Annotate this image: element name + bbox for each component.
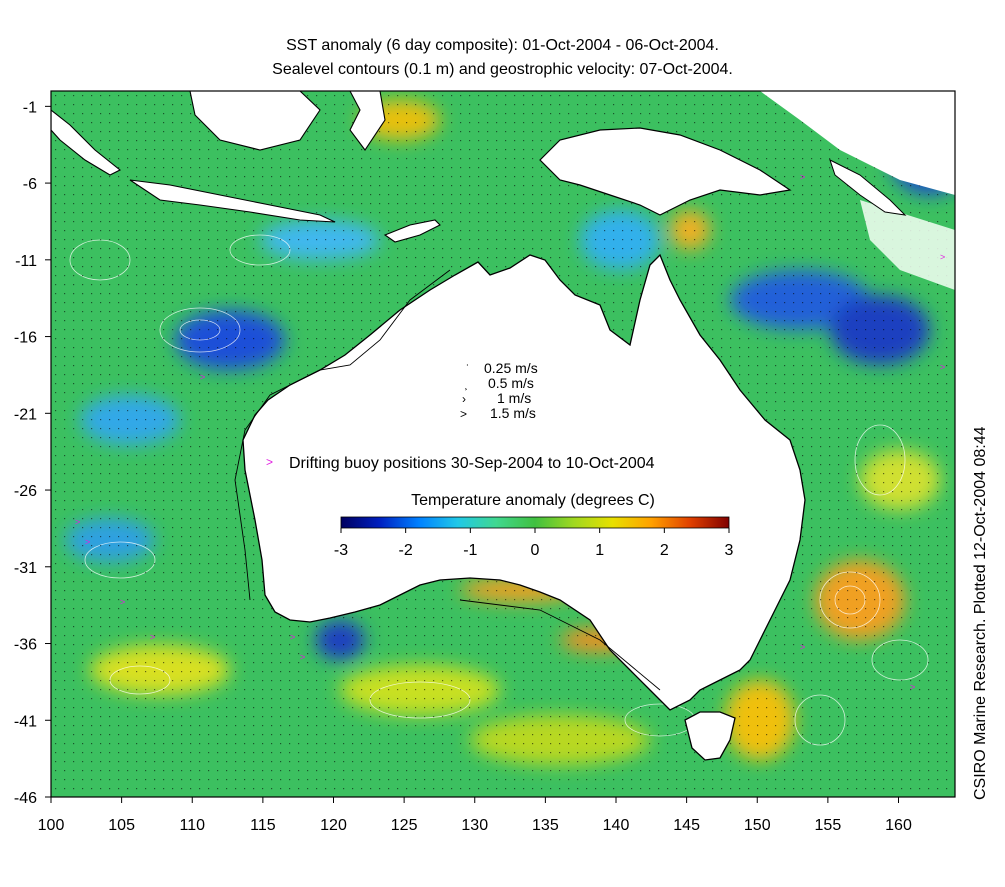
colorbar-tick-label: -3 [334,542,348,559]
colorbar-tick-label: -2 [399,542,413,559]
solomon-islands [829,159,907,216]
y-tick-label: -16 [14,330,37,347]
drifting-buoys: > > > > > > > > > > > > [75,172,945,692]
x-tick-label: 125 [391,817,418,834]
borneo [189,91,321,151]
x-tick-label: 115 [250,817,276,834]
plot-frame [50,90,956,798]
x-tick-label: 160 [885,817,912,834]
velocity-legend-label: 0.5 m/s [488,375,534,391]
buoy-marker: > [120,597,125,607]
y-tick-label: -26 [14,483,37,500]
map-title-line-2: Sealevel contours (0.1 m) and geostrophi… [272,61,733,78]
buoy-marker: > [200,372,205,382]
x-tick-label: 145 [673,817,700,834]
y-tick-label: -1 [23,99,37,116]
x-tick-label: 105 [108,817,135,834]
x-axis: 100 105 110 115 120 125 130 135 140 145 150 155 160 [38,797,912,834]
colorbar-title: Temperature anomaly (degrees C) [411,492,655,509]
y-tick-label: -36 [14,637,37,654]
colorbar-ticks: -3 -2 -1 0 1 2 3 [334,528,734,559]
colorbar-tick-label: 1 [595,542,604,559]
colorbar-tick-label: 0 [531,542,540,559]
x-tick-label: 140 [603,817,630,834]
buoy-marker: > [910,682,915,692]
map-title-line-1: SST anomaly (6 day composite): 01-Oct-20… [286,37,719,54]
colorbar-tick-label: -1 [463,542,477,559]
buoy-marker: > [290,632,295,642]
y-tick-label: -21 [14,406,37,423]
colorbar-tick-label: 3 [725,542,734,559]
x-tick-label: 110 [179,817,205,834]
velocity-legend-symbol: ˲ [464,377,468,391]
x-tick-label: 150 [744,817,771,834]
australia-landmass [242,253,806,711]
sumatra [51,109,122,176]
x-tick-label: 100 [38,817,65,834]
velocity-legend-symbol: › [462,392,466,406]
y-tick-label: -6 [23,176,37,193]
buoy-marker: > [940,362,945,372]
timor [383,219,441,243]
y-tick-label: -46 [14,790,37,807]
velocity-legend-symbol: ˙ [466,362,470,376]
sealevel-contours [69,234,929,746]
x-tick-label: 130 [461,817,488,834]
velocity-legend-label: 1 m/s [497,390,531,406]
credit-text: CSIRO Marine Research. Plotted 12-Oct-20… [972,426,989,800]
velocity-legend-symbol: > [460,407,467,421]
velocity-legend: ˙ 0.25 m/s ˲ 0.5 m/s › 1 m/s > 1.5 m/s [460,360,538,421]
x-tick-label: 120 [320,817,347,834]
sulawesi [349,91,386,151]
colorbar-scale [340,516,730,529]
no-data-region [760,91,955,195]
velocity-legend-label: 1.5 m/s [490,405,536,421]
colorbar-tick-label: 2 [660,542,669,559]
buoy-legend: > Drifting buoy positions 30-Sep-2004 to… [266,455,655,472]
buoy-marker: > [150,632,155,642]
new-guinea [539,127,792,216]
buoy-marker: > [940,252,945,262]
java [129,179,336,223]
y-tick-label: -11 [15,253,37,270]
buoy-marker: > [800,642,805,652]
buoy-marker: > [800,172,805,182]
y-tick-label: -41 [14,713,37,730]
x-tick-label: 155 [815,817,842,834]
y-axis: -1 -6 -11 -16 -21 -26 -31 -36 -41 -46 [14,99,51,807]
buoy-marker: > [300,652,305,662]
tasmania [684,711,736,761]
x-tick-label: 135 [532,817,559,834]
buoy-marker: > [85,537,90,547]
buoy-marker: > [75,517,80,527]
colorbar: Temperature anomaly (degrees C) -3 -2 -1 0 1… [334,492,734,559]
velocity-legend-label: 0.25 m/s [484,360,538,376]
y-tick-label: -31 [14,560,37,577]
buoy-legend-symbol: > [266,455,273,469]
buoy-legend-label: Drifting buoy positions 30-Sep-2004 to 1… [289,455,655,472]
